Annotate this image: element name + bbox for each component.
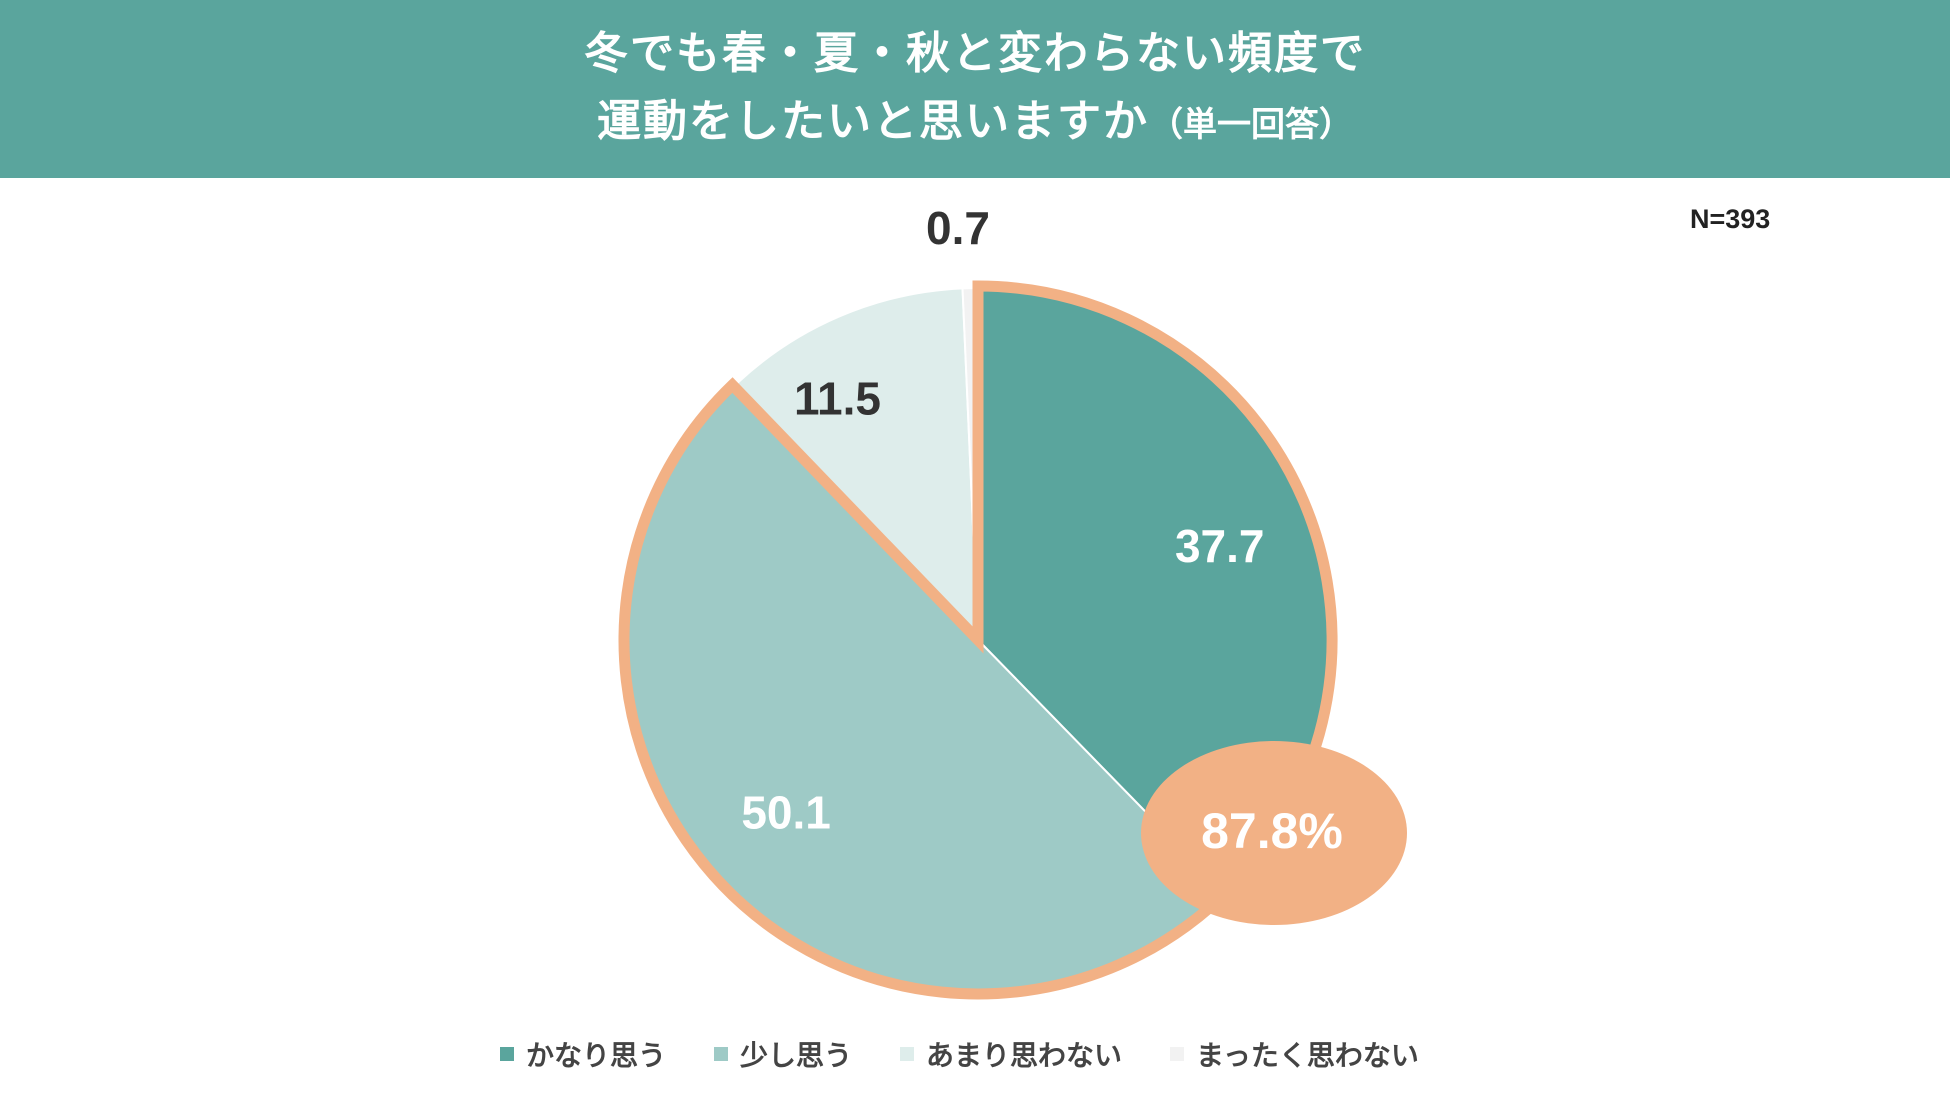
total-callout-ellipse — [1141, 741, 1407, 925]
highlight-outline-group — [618, 280, 1338, 1000]
legend-swatch-kanari-omou — [500, 1047, 514, 1061]
legend-item-kanari-omou: かなり思う — [500, 1034, 666, 1074]
chart-title-question: 運動をしたいと思いますか — [597, 95, 1149, 147]
legend-swatch-sukoshi-omou — [714, 1047, 729, 1061]
total-callout: 87.8% — [1141, 741, 1407, 925]
pie-value-labels: 37.7 50.1 11.5 0.7 — [741, 202, 1264, 839]
highlight-outline — [618, 280, 1338, 1000]
sample-size-label: N=393 — [1690, 204, 1771, 234]
legend-item-sukoshi-omou: 少し思う — [714, 1034, 852, 1074]
legend-label-mattaku-omowanai: まったく思わない — [1196, 1039, 1419, 1072]
legend-label-amari-omowanai: あまり思わない — [926, 1039, 1123, 1072]
value-label-kanari-omou: 37.7 — [1175, 520, 1265, 572]
pie-chart: 37.7 50.1 11.5 0.7 87.8% — [618, 202, 1407, 1000]
value-label-mattaku-omowanai: 0.7 — [926, 202, 990, 254]
legend-label-sukoshi-omou: 少し思う — [740, 1039, 853, 1072]
pie-slice-amari-omowanai — [732, 287, 980, 643]
chart-title-note: （単一回答） — [1149, 104, 1353, 145]
legend-swatch-mattaku-omowanai — [1170, 1047, 1185, 1061]
title-banner: 冬でも春・夏・秋と変わらない頻度で 運動をしたいと思いますか（単一回答） — [0, 0, 1950, 178]
chart-legend: かなり思う 少し思う あまり思わない まったく思わない — [500, 1034, 1480, 1074]
legend-swatch-amari-omowanai — [900, 1047, 915, 1061]
chart-title-line-1: 冬でも春・夏・秋と変わらない頻度で — [584, 27, 1366, 79]
value-label-amari-omowanai: 11.5 — [794, 372, 881, 424]
chart-title-line-2: 運動をしたいと思いますか（単一回答） — [597, 88, 1353, 159]
legend-item-mattaku-omowanai: まったく思わない — [1170, 1034, 1419, 1074]
value-label-sukoshi-omou: 50.1 — [741, 787, 831, 839]
total-callout-label: 87.8% — [1201, 803, 1343, 859]
legend-item-amari-omowanai: あまり思わない — [900, 1034, 1122, 1074]
legend-label-kanari-omou: かなり思う — [526, 1039, 667, 1072]
